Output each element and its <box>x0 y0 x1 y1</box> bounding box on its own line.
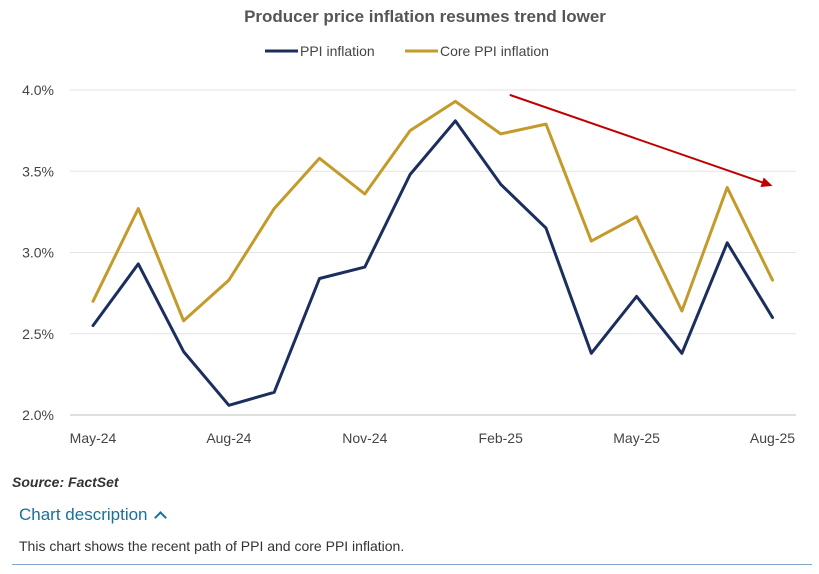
chart-description-label: Chart description <box>19 505 148 524</box>
x-tick-label: Aug-25 <box>750 430 795 446</box>
x-axis: May-24 Aug-24 Nov-24 Feb-25 May-25 Aug-25 <box>70 430 796 446</box>
chevron-up-icon <box>153 511 167 524</box>
chart-description-toggle[interactable]: Chart description <box>19 505 167 525</box>
y-tick-label: 3.0% <box>22 245 54 261</box>
trend-arrow-line <box>509 93 763 184</box>
series-line-core-ppi <box>91 99 774 323</box>
chart-title: Producer price inflation resumes trend l… <box>244 7 606 26</box>
divider <box>12 564 812 565</box>
trend-arrow <box>509 93 773 187</box>
y-tick-label: 2.0% <box>22 407 54 423</box>
x-tick-label: May-24 <box>70 430 117 446</box>
series-line-ppi <box>91 119 774 407</box>
grid <box>70 89 796 416</box>
chart: Producer price inflation resumes trend l… <box>22 7 796 446</box>
legend: PPI inflation Core PPI inflation <box>265 43 549 59</box>
series-group <box>91 99 774 407</box>
trend-arrow-head <box>760 177 773 187</box>
chart-description-text: This chart shows the recent path of PPI … <box>19 538 405 554</box>
y-tick-label: 3.5% <box>22 163 54 179</box>
x-tick-label: May-25 <box>613 430 660 446</box>
y-tick-label: 4.0% <box>22 82 54 98</box>
y-tick-label: 2.5% <box>22 326 54 342</box>
y-axis: 2.0% 2.5% 3.0% 3.5% 4.0% <box>22 82 54 423</box>
x-tick-label: Aug-24 <box>206 430 251 446</box>
x-tick-label: Feb-25 <box>479 430 524 446</box>
legend-label: PPI inflation <box>300 43 375 59</box>
legend-label: Core PPI inflation <box>440 43 549 59</box>
source-note: Source: FactSet <box>12 474 119 490</box>
x-tick-label: Nov-24 <box>342 430 387 446</box>
